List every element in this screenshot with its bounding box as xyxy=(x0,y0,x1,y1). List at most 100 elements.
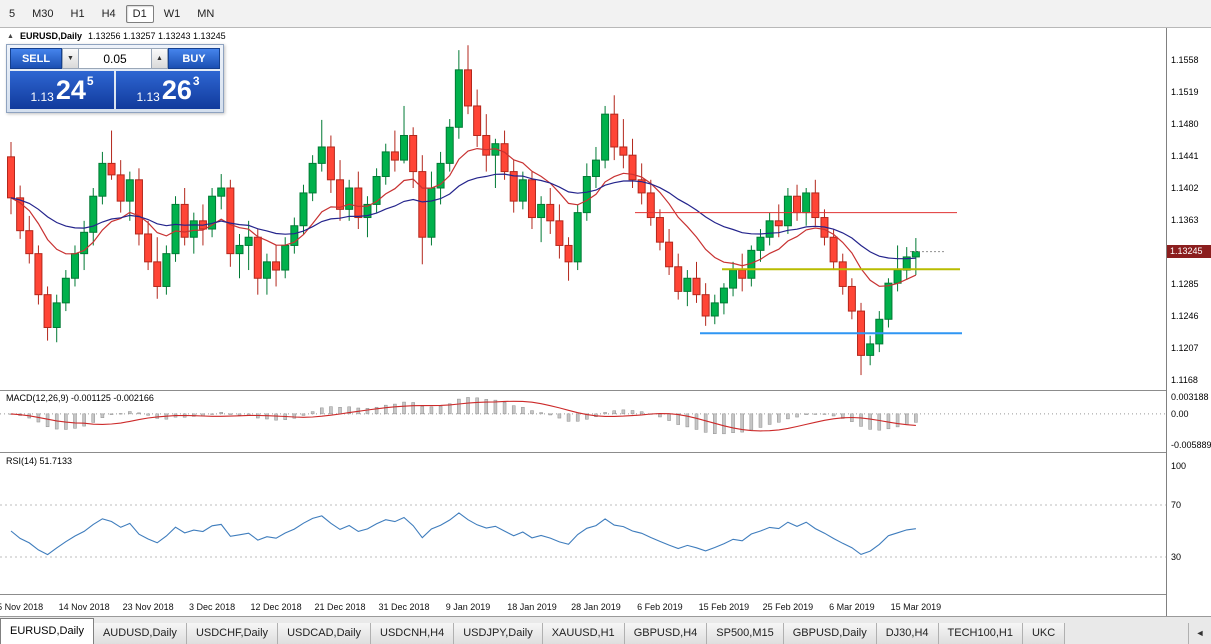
buy-button[interactable]: BUY xyxy=(168,48,220,69)
buy-price-display[interactable]: 1.13 26 3 xyxy=(116,71,220,109)
volume-decrease-button[interactable]: ▼ xyxy=(62,48,79,69)
chart-tab-gbpusd-h4[interactable]: GBPUSD,H4 xyxy=(624,623,708,644)
candle xyxy=(98,162,107,197)
chart-tab-gbpusd-daily[interactable]: GBPUSD,Daily xyxy=(783,623,877,644)
chart-tab-dj30-h4[interactable]: DJ30,H4 xyxy=(876,623,939,644)
candle xyxy=(171,203,180,255)
chart-tab-eurusd-daily[interactable]: EURUSD,Daily xyxy=(0,618,94,644)
candle xyxy=(16,197,25,232)
tab-scroll-left-button[interactable]: ◄ xyxy=(1188,623,1211,644)
date-axis-label: 6 Mar 2019 xyxy=(829,602,875,612)
candle xyxy=(244,236,253,246)
candle xyxy=(418,171,427,238)
candle xyxy=(180,203,189,238)
candle xyxy=(710,302,719,317)
candle xyxy=(500,143,509,173)
candle xyxy=(756,236,765,251)
date-axis-label: 9 Jan 2019 xyxy=(446,602,491,612)
candle xyxy=(911,251,920,258)
price-axis-label: 1.1402 xyxy=(1171,183,1199,193)
candle xyxy=(363,203,372,219)
candle xyxy=(482,134,491,156)
candle xyxy=(445,126,454,164)
candle xyxy=(454,69,463,128)
chart-tab-sp500-m15[interactable]: SP500,M15 xyxy=(707,623,784,644)
candle xyxy=(875,318,884,345)
candle xyxy=(884,282,893,320)
candle xyxy=(400,134,409,161)
candle xyxy=(573,212,582,263)
chart-tab-usdjpy-daily[interactable]: USDJPY,Daily xyxy=(454,623,543,644)
date-axis-label: 18 Jan 2019 xyxy=(507,602,557,612)
candle xyxy=(107,162,116,176)
sell-button[interactable]: SELL xyxy=(10,48,62,69)
candle xyxy=(546,203,555,222)
macd-indicator-label: MACD(12,26,9) -0.001125 -0.002166 xyxy=(6,393,154,403)
chart-ohlc-values: 1.13256 1.13257 1.13243 1.13245 xyxy=(87,31,226,41)
candle xyxy=(674,266,683,292)
volume-increase-button[interactable]: ▲ xyxy=(151,48,168,69)
timeframe-button-mn[interactable]: MN xyxy=(197,7,215,20)
chart-tab-tech100-h1[interactable]: TECH100,H1 xyxy=(938,623,1023,644)
price-axis-label: 1.1363 xyxy=(1171,215,1199,225)
volume-input[interactable] xyxy=(79,48,151,69)
candle xyxy=(162,253,171,287)
candle xyxy=(555,220,564,246)
candle xyxy=(564,244,573,263)
chart-tab-audusd-daily[interactable]: AUDUSD,Daily xyxy=(93,623,187,644)
candle xyxy=(70,253,79,279)
candle xyxy=(628,154,637,181)
rsi-indicator-label: RSI(14) 51.7133 xyxy=(6,456,73,466)
price-axis-label: 1.1558 xyxy=(1171,55,1199,65)
price-axis-label: 1.1441 xyxy=(1171,151,1199,161)
sell-price-display[interactable]: 1.13 24 5 xyxy=(10,71,114,109)
timeframe-button-h4[interactable]: H4 xyxy=(101,7,116,20)
candle xyxy=(601,113,610,161)
macd-axis-label: 0.00 xyxy=(1171,408,1189,419)
sell-price-big-digits: 24 xyxy=(55,75,86,105)
timeframe-button-w1[interactable]: W1 xyxy=(163,7,181,20)
chart-tabs-bar: EURUSD,Daily AUDUSD,Daily USDCHF,Daily USDC… xyxy=(0,616,1211,644)
candle xyxy=(683,277,692,292)
candle xyxy=(272,261,281,271)
chart-tab-usdcnh-h4[interactable]: USDCNH,H4 xyxy=(371,623,455,644)
candle xyxy=(436,162,445,189)
macd-signal-line xyxy=(10,400,916,432)
timeframe-button-h1[interactable]: H1 xyxy=(70,7,85,20)
date-axis-label: 23 Nov 2018 xyxy=(123,602,174,612)
price-axis-label: 1.1207 xyxy=(1171,343,1199,353)
candle xyxy=(345,187,354,210)
candle xyxy=(317,146,326,164)
candle xyxy=(591,159,600,178)
timeframe-button-d1[interactable]: D1 xyxy=(125,4,154,23)
sell-price-prefix: 1.13 xyxy=(30,90,54,104)
timeframe-button-m30[interactable]: M30 xyxy=(32,7,54,20)
candle xyxy=(619,146,628,156)
candle xyxy=(25,230,34,255)
chart-header: ▲ EURUSD,Daily 1.13256 1.13257 1.13243 1… xyxy=(7,31,226,41)
candle xyxy=(235,244,244,255)
chart-tab-usdcad-daily[interactable]: USDCAD,Daily xyxy=(278,623,372,644)
one-click-trading-panel: SELL ▼ ▲ BUY 1.13 24 5 1.13 26 3 xyxy=(6,44,224,113)
chart-tab-usdchf-daily[interactable]: USDCHF,Daily xyxy=(186,623,279,644)
chart-tab-ukc[interactable]: UKC xyxy=(1022,623,1066,644)
candle xyxy=(774,220,783,227)
price-axis-label: 1.1519 xyxy=(1171,87,1199,97)
price-axis-label: 1.1285 xyxy=(1171,279,1199,289)
candle xyxy=(464,69,472,107)
ma-fast-line xyxy=(10,147,917,287)
candle xyxy=(893,269,902,284)
candles-layer xyxy=(7,45,920,376)
buy-price-prefix: 1.13 xyxy=(136,90,160,104)
candle xyxy=(43,294,52,328)
candle xyxy=(34,253,43,296)
collapse-chart-icon[interactable]: ▲ xyxy=(7,32,14,40)
candle xyxy=(409,134,418,173)
candle xyxy=(866,343,875,356)
timeframe-button-5[interactable]: 5 xyxy=(9,7,16,20)
chart-tab-xauusd-h1[interactable]: XAUUSD,H1 xyxy=(542,623,625,644)
rsi-axis-label: 30 xyxy=(1171,552,1182,562)
candle xyxy=(509,171,518,202)
price-axis-label: 1.1168 xyxy=(1171,375,1198,385)
